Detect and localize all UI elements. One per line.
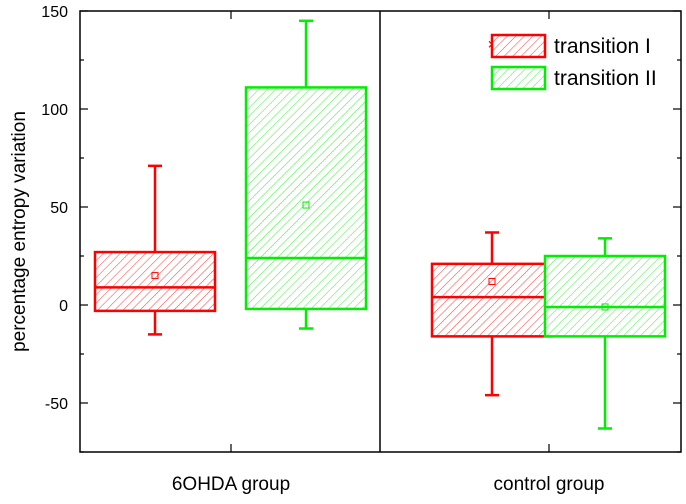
y-axis-title: percentage entropy variation: [9, 111, 30, 352]
mean-marker: [151, 272, 159, 280]
legend-swatch: [490, 33, 547, 59]
legend-label: transition II: [554, 67, 657, 90]
box-rect: [543, 254, 667, 338]
box-2-1: [244, 19, 368, 330]
box-1-1: [93, 164, 217, 336]
mean-marker: [601, 303, 609, 311]
x-category-label: 6OHDA group: [172, 474, 290, 495]
mean-marker: [302, 201, 310, 209]
y-tick-label: -50: [45, 396, 68, 413]
box-1-2: [430, 40, 554, 397]
y-tick-label: 50: [50, 200, 68, 217]
box-rect: [430, 262, 554, 338]
y-tick-label: 100: [41, 102, 68, 119]
legend-swatch: [490, 65, 547, 91]
box-2-2: [543, 237, 667, 430]
y-tick-label: 150: [41, 4, 68, 21]
box-rect: [244, 86, 368, 311]
y-tick-label: 0: [59, 298, 68, 315]
mean-marker: [488, 277, 496, 285]
box-rect: [93, 250, 217, 313]
legend-label: transition I: [554, 35, 651, 58]
x-category-label: control group: [494, 474, 605, 495]
